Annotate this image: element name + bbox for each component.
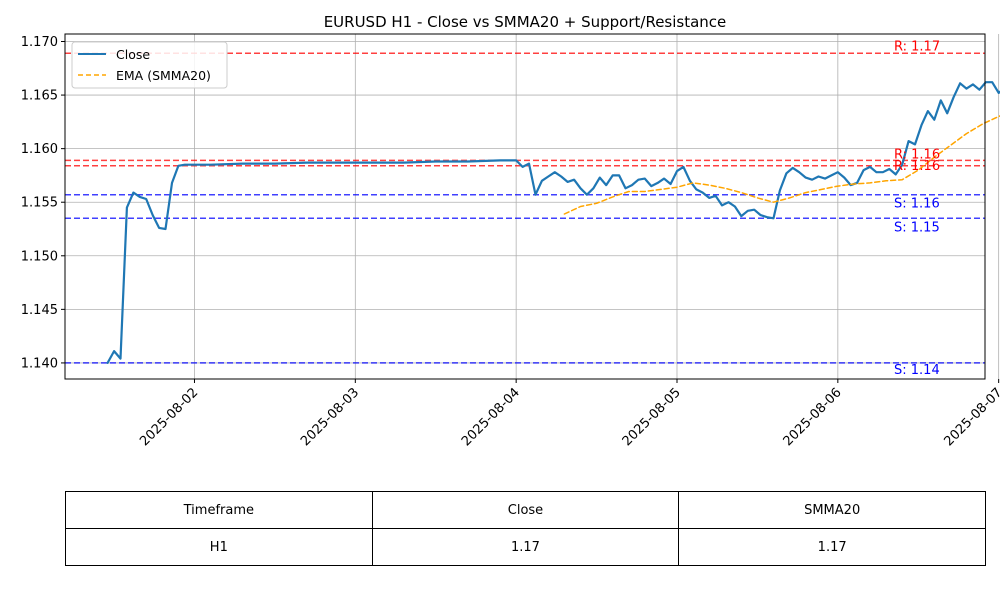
x-tick-label: 2025-08-03 [298,385,362,449]
level-labels: R: 1.17 R: 1.16R: 1.16 S: 1.16 S: 1.15 S: 1.… [894,39,940,378]
plot-area-frame [64,33,986,380]
chart-title: EURUSD H1 - Close vs SMMA20 + Support/Re… [324,13,727,31]
table-header-row: Timeframe Close SMMA20 [65,491,986,529]
table-header-cell: Close [371,491,680,529]
table-header-cell: SMMA20 [678,491,986,529]
x-axis-ticks: 2025-08-02 2025-08-03 2025-08-04 2025-08-05… [137,379,1000,449]
summary-table: Timeframe Close SMMA20 H1 1.17 1.17 [65,491,986,566]
support-label: S: 1.16 [894,197,940,212]
smma20-series-line [563,115,1000,215]
legend: Close EMA (SMMA20) [71,41,228,89]
x-tick-label: 2025-08-04 [459,385,523,449]
y-tick-label: 1.165 [21,89,58,104]
legend-smma-label: EMA (SMMA20) [116,68,211,83]
table-cell: H1 [65,528,373,566]
x-tick-label: 2025-08-07 [941,385,1000,449]
close-series-line [106,81,1000,364]
y-tick-label: 1.155 [21,196,58,211]
support-resistance-levels [65,52,985,364]
resistance-label: R: 1.16 [894,147,940,162]
series-lines [106,81,1000,364]
y-tick-label: 1.145 [21,303,58,318]
table-row: H1 1.17 1.17 [65,528,986,566]
table-cell: 1.17 [678,528,986,566]
y-tick-label: 1.170 [21,35,58,50]
y-tick-label: 1.150 [21,249,58,264]
legend-box [71,41,228,89]
y-tick-label: 1.140 [21,356,58,371]
x-tick-label: 2025-08-02 [137,385,201,449]
x-tick-label: 2025-08-06 [781,385,845,449]
y-tick-label: 1.160 [21,142,58,157]
x-tick-label: 2025-08-05 [620,385,684,449]
resistance-label: R: 1.17 [894,39,940,54]
table-header-cell: Timeframe [65,491,373,529]
y-axis-ticks: 1.140 1.145 1.150 1.155 1.160 1.165 1.170 [21,35,65,371]
support-label: S: 1.14 [894,363,940,378]
legend-close-label: Close [116,47,150,62]
table-cell: 1.17 [371,528,680,566]
resistance-label: R: 1.16 [894,159,940,174]
support-label: S: 1.15 [894,220,940,235]
